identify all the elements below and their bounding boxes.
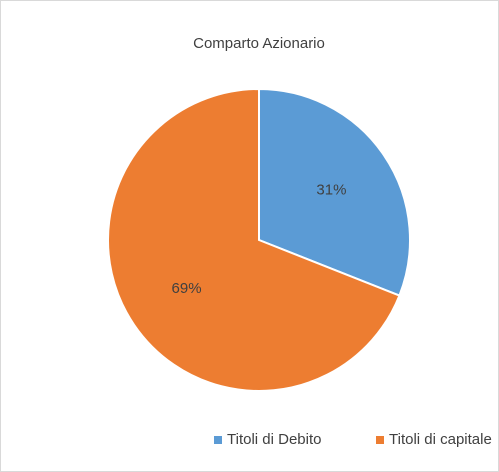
pie-slice	[107, 87, 401, 392]
chart-title: Comparto Azionario	[193, 35, 325, 52]
data-label: 31%	[316, 182, 346, 199]
pie-slice	[258, 87, 411, 297]
legend-label: Titoli di Debito	[227, 431, 321, 448]
legend-label: Titoli di capitale	[389, 431, 492, 448]
legend-swatch	[214, 436, 222, 444]
legend-swatch	[376, 436, 384, 444]
data-label: 69%	[172, 280, 202, 297]
